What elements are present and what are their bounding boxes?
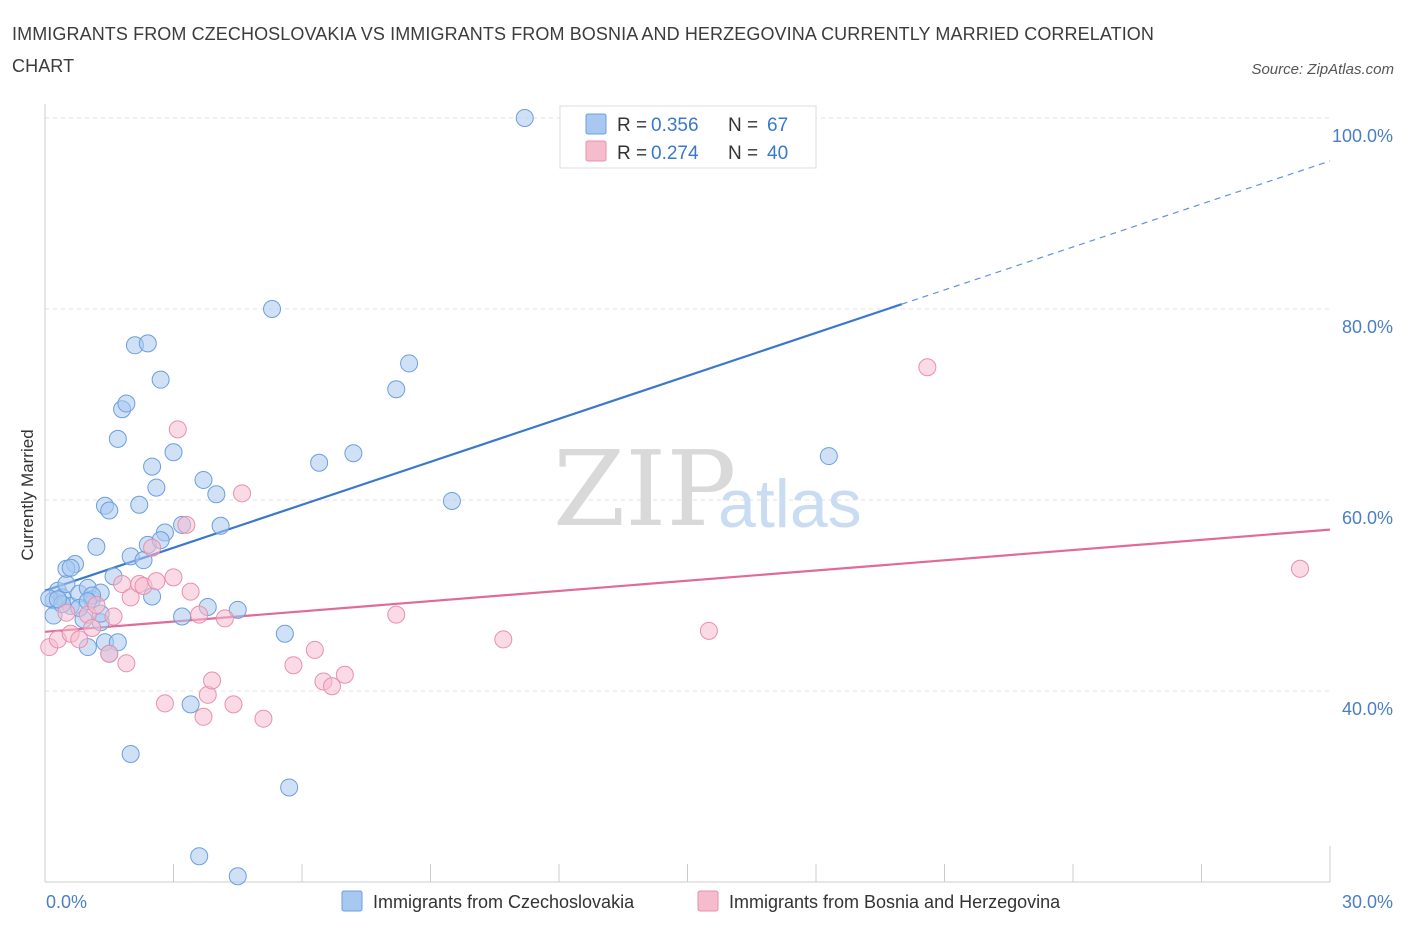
point-bosnia — [147, 572, 166, 591]
legend-n-label-1: N = — [728, 115, 758, 136]
point-czechoslovakia — [263, 300, 282, 318]
point-czechoslovakia — [147, 478, 166, 497]
point-bosnia — [87, 596, 106, 615]
point-czechoslovakia — [138, 334, 157, 353]
point-bosnia — [117, 654, 136, 673]
y-tick-label: 40.0% — [1342, 699, 1393, 719]
trend-line-czechoslovakia — [44, 303, 903, 592]
point-bosnia — [254, 709, 273, 728]
point-czechoslovakia — [87, 537, 106, 556]
legend-swatch-pink — [585, 140, 607, 162]
point-bosnia — [70, 630, 89, 649]
y-tick-labels: 40.0% 60.0% 80.0% 100.0% — [1332, 126, 1393, 719]
point-bosnia — [143, 538, 162, 557]
legend-r-value-2: 0.274 — [651, 143, 699, 164]
point-czechoslovakia — [310, 453, 329, 472]
legend-swatch-blue — [585, 113, 607, 135]
point-czechoslovakia — [442, 491, 461, 510]
y-axis-label: Currently Married — [18, 429, 37, 560]
point-czechoslovakia — [280, 778, 299, 797]
point-czechoslovakia — [121, 745, 140, 764]
point-czechoslovakia — [117, 394, 136, 413]
x-tick-labels: 0.0% 30.0% — [46, 892, 1393, 912]
point-bosnia — [699, 621, 718, 640]
source-label: Source: ZipAtlas.com — [1251, 61, 1394, 78]
legend-r-label-2: R = — [617, 143, 647, 164]
point-bosnia — [121, 588, 140, 607]
trend-lines — [44, 160, 1331, 633]
point-czechoslovakia — [48, 590, 67, 609]
point-czechoslovakia — [173, 607, 192, 626]
point-bosnia — [104, 607, 123, 626]
point-bosnia — [83, 618, 102, 637]
point-bosnia — [494, 630, 513, 649]
point-czechoslovakia — [228, 600, 247, 619]
y-tick-label: 100.0% — [1332, 126, 1393, 146]
y-tick-label: 60.0% — [1342, 508, 1393, 528]
series-swatch-czechoslovakia — [341, 890, 363, 912]
legend-r-label-1: R = — [617, 115, 647, 136]
point-czechoslovakia — [194, 470, 213, 489]
point-bosnia — [57, 603, 76, 622]
point-czechoslovakia — [181, 695, 200, 714]
watermark: ZIP atlas — [553, 428, 862, 550]
point-bosnia — [224, 695, 243, 714]
series-swatch-bosnia — [697, 890, 719, 912]
point-bosnia — [181, 582, 200, 601]
point-bosnia — [215, 609, 234, 628]
point-bosnia — [387, 605, 406, 624]
point-czechoslovakia — [108, 429, 127, 448]
y-tick-label: 80.0% — [1342, 317, 1393, 337]
point-bosnia — [918, 358, 937, 377]
point-bosnia — [190, 605, 209, 624]
point-bosnia — [100, 644, 119, 663]
trend-extension-czechoslovakia — [901, 160, 1331, 305]
point-czechoslovakia — [228, 867, 247, 886]
legend-r-value-1: 0.356 — [651, 115, 699, 136]
point-czechoslovakia — [61, 558, 80, 577]
point-czechoslovakia — [143, 457, 162, 476]
point-bosnia — [155, 694, 174, 713]
point-czechoslovakia — [211, 516, 230, 535]
watermark-zip: ZIP — [553, 428, 736, 550]
watermark-atlas: atlas — [718, 466, 862, 542]
point-czechoslovakia — [100, 501, 119, 520]
series-legend: Immigrants from Czechoslovakia Immigrant… — [341, 890, 1061, 912]
point-czechoslovakia — [151, 370, 170, 389]
point-czechoslovakia — [130, 495, 149, 514]
point-czechoslovakia — [400, 354, 419, 373]
legend-n-value-1: 67 — [767, 115, 788, 136]
point-bosnia — [168, 420, 187, 439]
point-bosnia — [305, 640, 324, 659]
stats-legend: R = 0.356 N = 67 R = 0.274 N = 40 — [559, 105, 817, 169]
series-label-czechoslovakia: Immigrants from Czechoslovakia — [373, 892, 635, 912]
point-bosnia — [194, 707, 213, 726]
point-bosnia — [203, 671, 222, 690]
x-tick-label: 0.0% — [46, 892, 87, 912]
chart-title: IMMIGRANTS FROM CZECHOSLOVAKIA VS IMMIGR… — [12, 24, 1155, 76]
point-czechoslovakia — [207, 485, 226, 504]
legend-n-value-2: 40 — [767, 143, 788, 164]
point-czechoslovakia — [387, 380, 406, 399]
point-czechoslovakia — [275, 624, 294, 643]
legend-n-label-2: N = — [728, 143, 758, 164]
point-bosnia — [322, 677, 341, 696]
point-bosnia — [284, 656, 303, 675]
point-bosnia — [335, 665, 354, 684]
trend-line-bosnia — [44, 528, 1331, 633]
x-tick-label: 30.0% — [1342, 892, 1393, 912]
point-czechoslovakia — [344, 444, 363, 463]
point-czechoslovakia — [819, 447, 838, 466]
data-points — [40, 109, 1310, 886]
point-czechoslovakia — [190, 847, 209, 866]
point-czechoslovakia — [515, 109, 534, 127]
axes — [44, 104, 1331, 883]
point-bosnia — [1291, 559, 1310, 578]
point-czechoslovakia — [164, 443, 183, 462]
point-bosnia — [177, 515, 196, 534]
point-bosnia — [233, 484, 252, 503]
point-bosnia — [164, 568, 183, 587]
series-label-bosnia: Immigrants from Bosnia and Herzegovina — [729, 892, 1061, 912]
